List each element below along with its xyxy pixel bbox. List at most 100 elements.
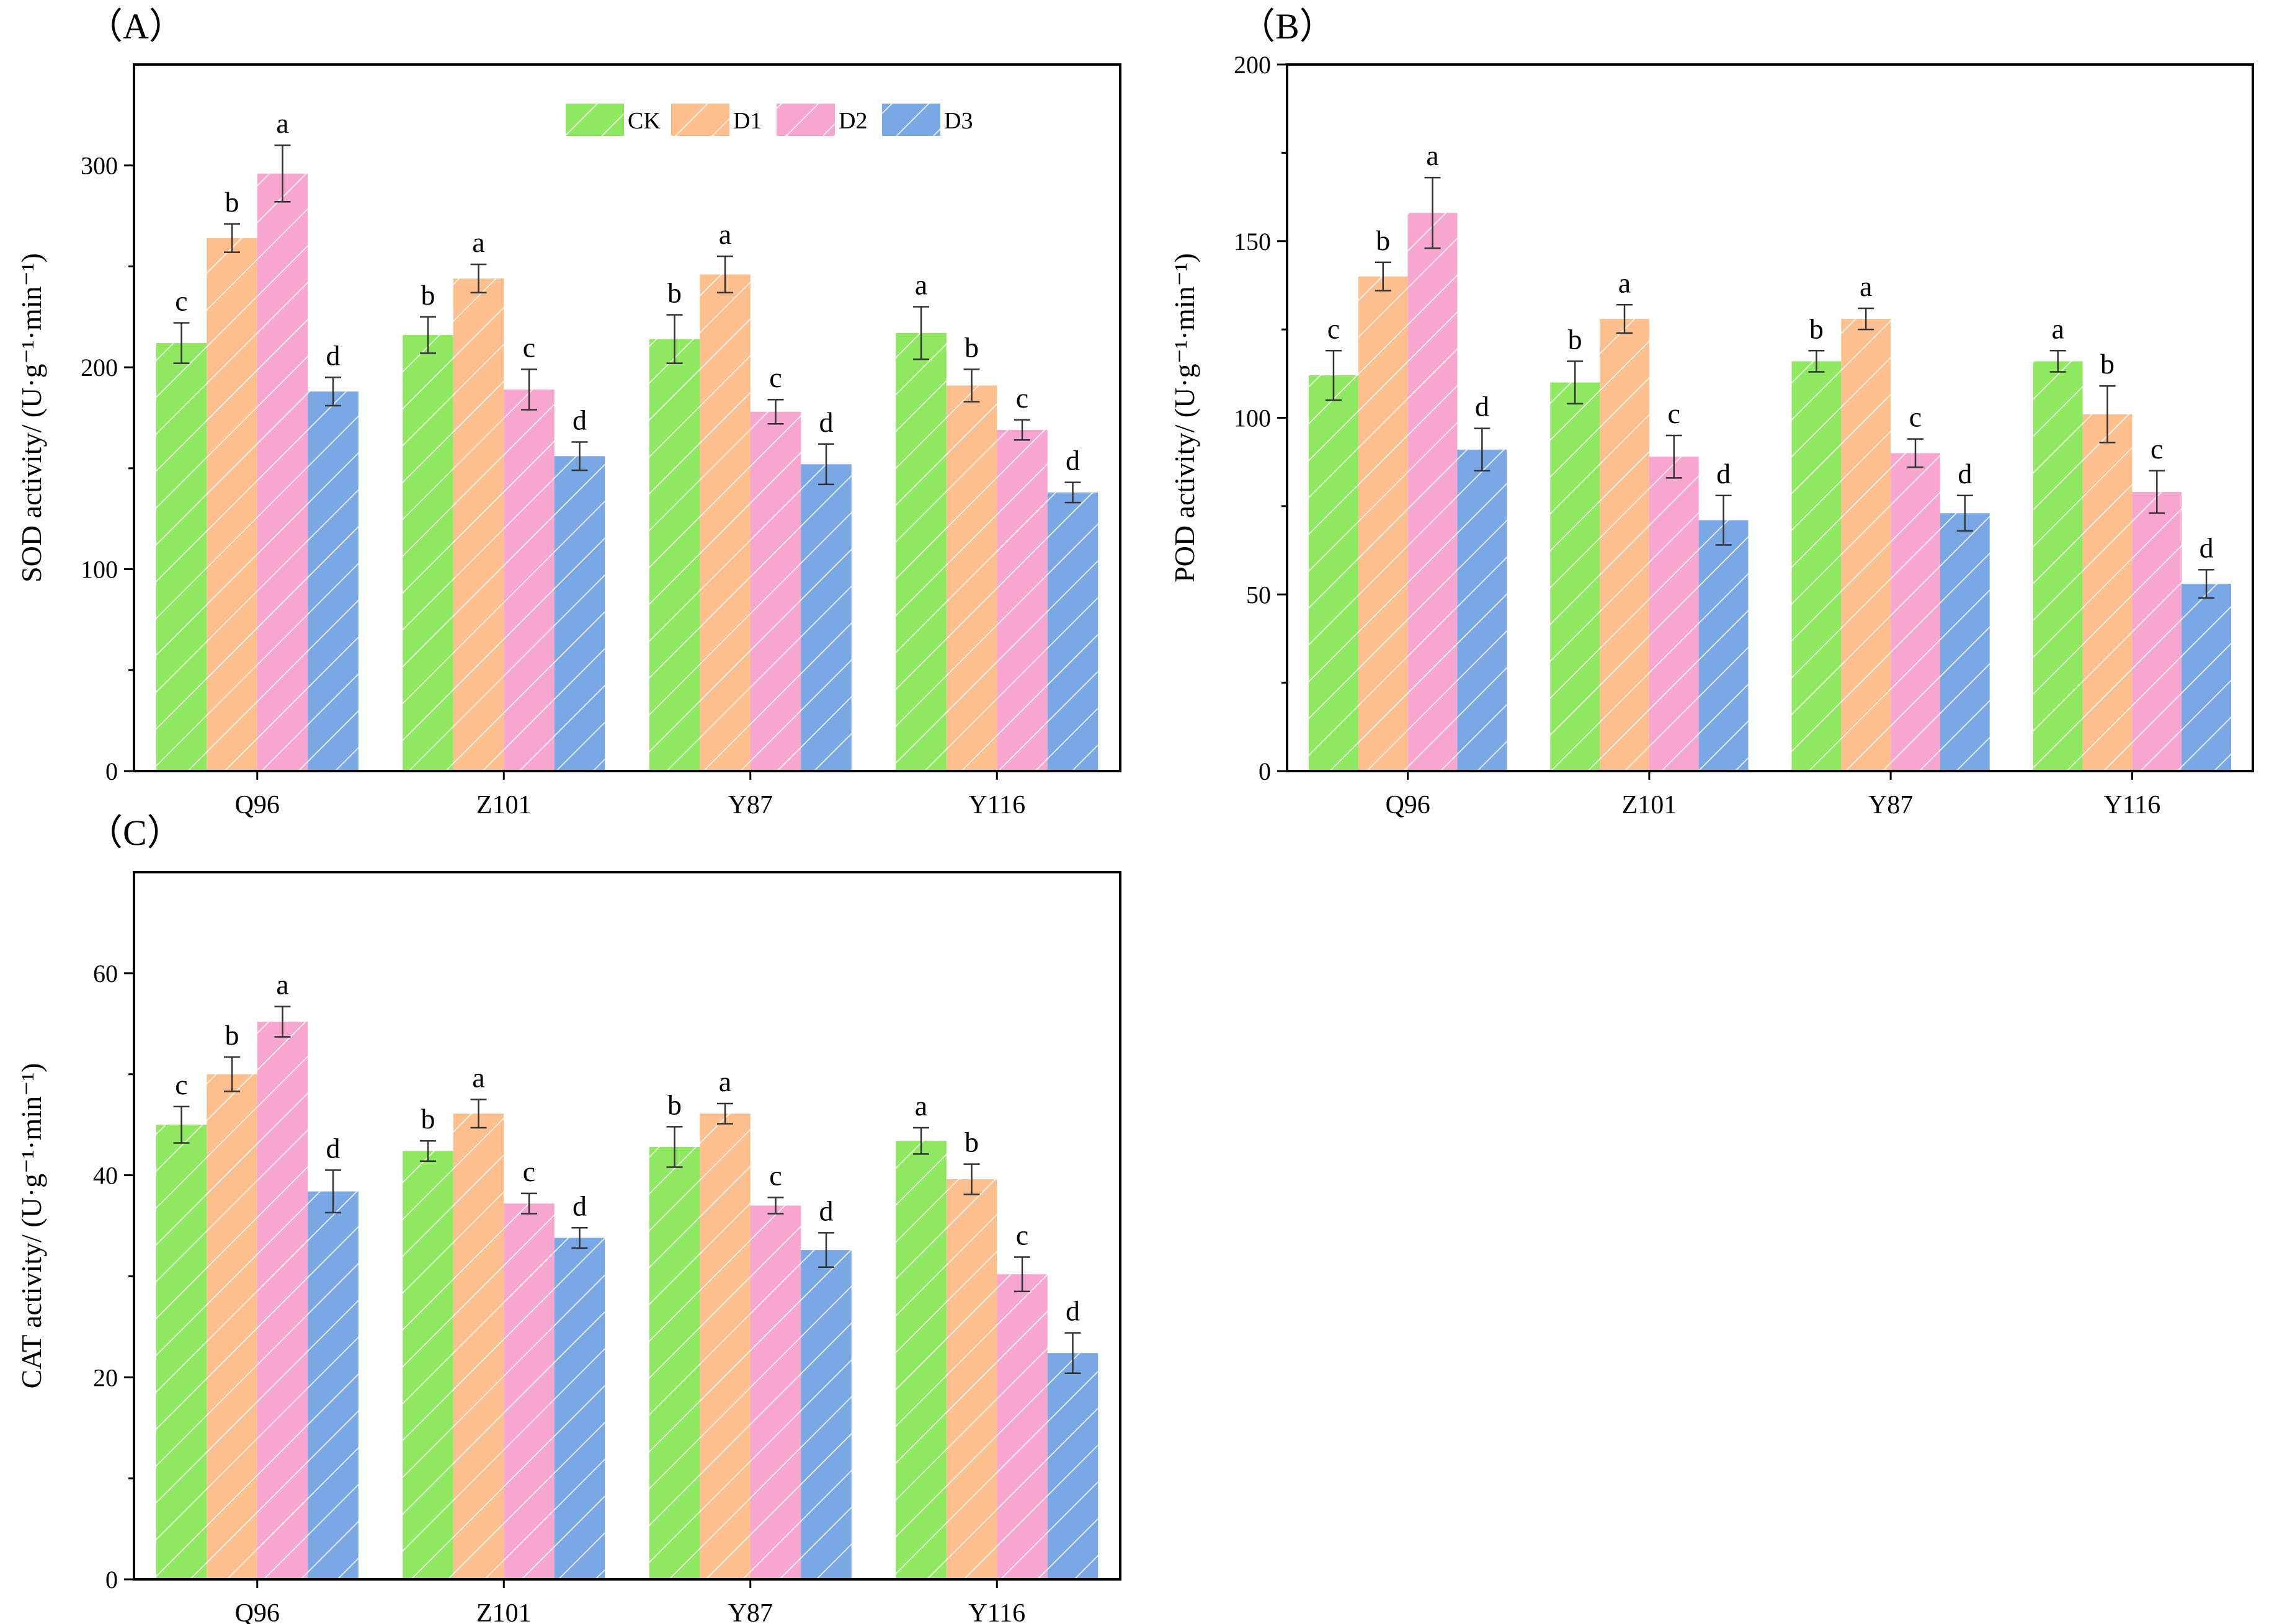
- significance-letter: a: [1860, 270, 1872, 302]
- bar-d3-y116: [1047, 492, 1099, 771]
- significance-letter: a: [719, 1066, 731, 1097]
- y-axis-title: SOD activity/ (U·g⁻¹·min⁻¹): [16, 253, 47, 582]
- bar-d3-z101: [554, 456, 605, 771]
- bar-ck-q96: [1309, 375, 1358, 771]
- bar-ck-y87: [649, 339, 700, 771]
- bar-ck-z101: [403, 335, 453, 771]
- significance-letter: a: [915, 1090, 927, 1122]
- y-tick-label: 200: [81, 354, 118, 381]
- significance-letter: a: [276, 969, 288, 1001]
- significance-letter: a: [472, 1061, 484, 1093]
- y-tick-label: 100: [81, 556, 118, 584]
- significance-letter: c: [769, 1159, 782, 1191]
- significance-letter: c: [769, 362, 782, 393]
- significance-letter: c: [1016, 382, 1028, 414]
- legend-label-d2: D2: [839, 108, 867, 134]
- bar-d3-y116: [1047, 1353, 1099, 1579]
- significance-letter: b: [2100, 348, 2115, 380]
- bar-d2-y116: [997, 430, 1048, 771]
- bar-d2-y116: [2132, 492, 2182, 771]
- significance-letter: d: [1066, 1295, 1080, 1327]
- significance-letter: b: [1376, 225, 1390, 256]
- legend-label-ck: CK: [628, 108, 661, 134]
- plot-frame: [133, 63, 1121, 772]
- legend-swatch-d2: [777, 104, 835, 136]
- significance-letter: d: [326, 339, 340, 371]
- bar-d1-z101: [453, 278, 504, 771]
- significance-letter: c: [1016, 1219, 1028, 1251]
- bar-d2-q96: [1407, 213, 1458, 771]
- legend: CK D1 D2 D3: [566, 104, 973, 136]
- x-tick-label: Z101: [1622, 791, 1677, 819]
- bar-d1-y87: [1841, 319, 1891, 771]
- significance-letter: a: [1618, 267, 1631, 298]
- x-tick-label: Y116: [968, 791, 1025, 819]
- significance-letter: b: [965, 1127, 979, 1158]
- bar-d1-q96: [1358, 276, 1408, 771]
- y-axis-title: POD activity/ (U·g⁻¹·min⁻¹): [1169, 253, 1200, 582]
- bar-d3-q96: [308, 1191, 359, 1579]
- bar-d1-y116: [946, 385, 997, 771]
- bar-d2-y87: [750, 411, 801, 771]
- x-tick-label: Z101: [476, 791, 532, 819]
- significance-letter: c: [1909, 401, 1922, 433]
- bar-d2-q96: [257, 1022, 308, 1579]
- x-tick-label: Q96: [235, 1599, 280, 1624]
- significance-letter: b: [667, 277, 682, 309]
- significance-letter: a: [472, 226, 484, 258]
- bar-d2-y87: [1891, 453, 1940, 771]
- bar-d3-z101: [1698, 520, 1749, 771]
- significance-letter: b: [1809, 313, 1824, 344]
- x-tick-label: Y87: [728, 1599, 773, 1624]
- significance-letter: d: [1475, 391, 1489, 422]
- significance-letter: b: [1568, 323, 1582, 355]
- panel-label: （C）: [87, 813, 183, 853]
- y-tick-label: 0: [1259, 757, 1271, 785]
- x-tick-label: Z101: [476, 1599, 532, 1624]
- bar-d3-q96: [1457, 449, 1507, 771]
- significance-letter: a: [915, 269, 927, 301]
- bar-d2-q96: [257, 173, 308, 771]
- bar-ck-y116: [896, 332, 947, 771]
- legend-swatch-ck: [566, 104, 624, 136]
- bar-d1-q96: [207, 238, 257, 772]
- bar-d2-y87: [750, 1205, 801, 1579]
- significance-letter: c: [1668, 398, 1680, 429]
- y-tick-label: 0: [105, 757, 118, 785]
- significance-letter: d: [819, 1195, 833, 1226]
- bar-d1-y87: [700, 1113, 751, 1579]
- x-tick-label: Y116: [968, 1599, 1025, 1624]
- y-tick-label: 40: [93, 1162, 118, 1190]
- panel-label: （A）: [87, 6, 185, 47]
- significance-letter: c: [523, 1156, 535, 1187]
- significance-letter: d: [573, 404, 587, 436]
- significance-letter: a: [719, 218, 731, 250]
- bar-ck-y116: [896, 1141, 947, 1579]
- y-tick-label: 150: [1234, 228, 1271, 256]
- legend-swatch-d3: [882, 104, 940, 136]
- bar-d2-z101: [504, 1203, 555, 1579]
- chart-panel-c: （C） 0 20 40 60 CAT activity/ (U·g⁻¹·min⁻¹) c b a…: [16, 813, 1121, 1624]
- plot-frame: [1286, 63, 2254, 772]
- significance-letter: d: [1716, 458, 1731, 489]
- significance-letter: c: [175, 1069, 187, 1100]
- bar-d3-y87: [801, 464, 852, 771]
- significance-letter: a: [2051, 313, 2064, 344]
- bar-ck-z101: [1550, 382, 1600, 771]
- significance-letter: b: [965, 331, 979, 363]
- significance-letter: b: [225, 186, 239, 218]
- bar-d2-z101: [1649, 457, 1699, 771]
- x-tick-label: Y116: [2103, 791, 2160, 819]
- significance-letter: a: [276, 107, 288, 139]
- bar-d3-y87: [1940, 513, 1990, 771]
- significance-letter: b: [421, 279, 435, 311]
- bar-d3-y116: [2182, 584, 2231, 771]
- bar-d1-z101: [1600, 319, 1649, 771]
- bar-ck-q96: [156, 343, 207, 771]
- chart-panel-a: （A） 0 100 200 300 SOD activity/ (U·g⁻¹·min⁻¹)…: [16, 6, 1121, 819]
- y-tick-label: 60: [93, 960, 118, 988]
- x-tick-label: Q96: [1385, 791, 1430, 819]
- chart-panel-b: （B） 0 50 100 150 200 POD activity/ (U·g⁻¹·min⁻…: [1169, 6, 2254, 819]
- legend-swatch-d1: [671, 104, 729, 136]
- bar-d1-y87: [700, 274, 751, 772]
